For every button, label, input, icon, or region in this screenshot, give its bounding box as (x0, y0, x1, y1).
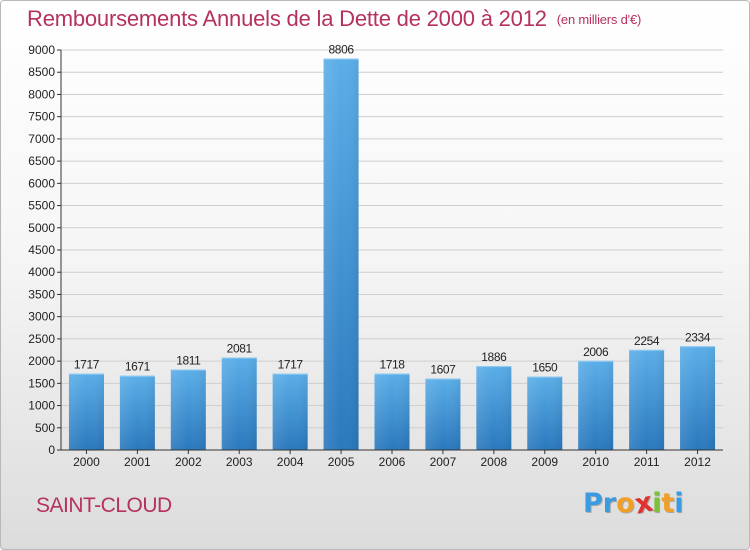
data-label: 1717 (74, 358, 100, 372)
data-label: 2006 (583, 345, 609, 359)
y-tick-label: 5500 (28, 199, 55, 213)
x-tick-label: 2003 (226, 455, 253, 469)
bar-shine (323, 58, 359, 450)
bar-shine (578, 360, 614, 450)
data-label: 2254 (634, 334, 660, 348)
y-tick-label: 8000 (28, 87, 55, 101)
y-tick-label: 5000 (28, 221, 55, 235)
y-tick-label: 2000 (28, 354, 55, 368)
data-label: 1671 (125, 360, 151, 374)
bars (68, 58, 716, 450)
y-tick-label: 2500 (28, 332, 55, 346)
labels: 1717 1671 1811 2081 1717 8806 1718 1607 1886 1650… (74, 43, 711, 377)
y-tick-label: 9000 (28, 43, 55, 57)
logo-letter: P (583, 488, 603, 519)
bar-shine (476, 366, 512, 450)
data-label: 1717 (278, 358, 304, 372)
bar-shine (68, 373, 104, 450)
bar-shine (527, 376, 563, 450)
chart-unit-label: (en milliers d'€) (556, 12, 642, 27)
proxiti-logo: Proxiti (583, 487, 684, 521)
logo-letter: o (616, 488, 635, 519)
bar-shine (374, 373, 410, 450)
y-tick-label: 8500 (28, 65, 55, 79)
chart-title-text: Remboursements Annuels de la Dette de 20… (27, 6, 547, 31)
x-tick-label: 2008 (480, 455, 507, 469)
logo-letter: i (674, 488, 684, 519)
x-tick-label: 2012 (684, 455, 711, 469)
x-tick-label: 2011 (634, 455, 660, 469)
y-tick-label: 3500 (28, 287, 55, 301)
y-tick-label: 1000 (28, 399, 55, 413)
data-label: 8806 (329, 43, 355, 57)
data-label: 1607 (430, 363, 456, 377)
bar-shine (425, 378, 461, 450)
bar-shine (272, 373, 308, 450)
x-tick-label: 2010 (582, 455, 609, 469)
bar-shine (119, 375, 155, 450)
x-tick-label: 2007 (430, 455, 457, 469)
y-tick-label: 4500 (28, 243, 55, 257)
x-tick-label: 2006 (379, 455, 406, 469)
bar-shine (680, 346, 716, 450)
data-label: 1811 (176, 354, 201, 368)
bar-shine (629, 349, 665, 450)
data-label: 1650 (532, 361, 558, 375)
y-tick-label: 7500 (28, 110, 55, 124)
logo-letter: t (661, 488, 675, 519)
y-tick-label: 3000 (28, 310, 55, 324)
data-label: 1718 (379, 358, 405, 372)
data-label: 2081 (227, 342, 253, 356)
bar-shine (170, 369, 206, 450)
y-tick-label: 6500 (28, 154, 55, 168)
x-tick-label: 2001 (124, 455, 151, 469)
x-tick-label: 2000 (73, 455, 100, 469)
city-name: SAINT-CLOUD (36, 494, 172, 517)
y-tick-label: 6000 (28, 176, 55, 190)
y-tick-label: 0 (48, 443, 55, 457)
x-tick-label: 2005 (328, 455, 355, 469)
bar-shine (221, 357, 257, 450)
logo-letter: i (652, 488, 662, 519)
x-tick-label: 2004 (277, 455, 304, 469)
x-tick-label: 2009 (531, 455, 558, 469)
data-label: 1886 (481, 350, 507, 364)
y-tick-label: 1500 (28, 376, 55, 390)
y-tick-label: 7000 (28, 132, 55, 146)
chart-title: Remboursements Annuels de la Dette de 20… (27, 6, 641, 32)
logo-letter: r (602, 488, 617, 519)
x-tick-label: 2002 (175, 455, 202, 469)
axes: 0 500 1000 1500 2000 2500 3000 3500 4000 4500 5000… (28, 43, 723, 469)
data-label: 2334 (685, 330, 711, 344)
y-tick-label: 4000 (28, 265, 55, 279)
y-tick-label: 500 (35, 421, 55, 435)
